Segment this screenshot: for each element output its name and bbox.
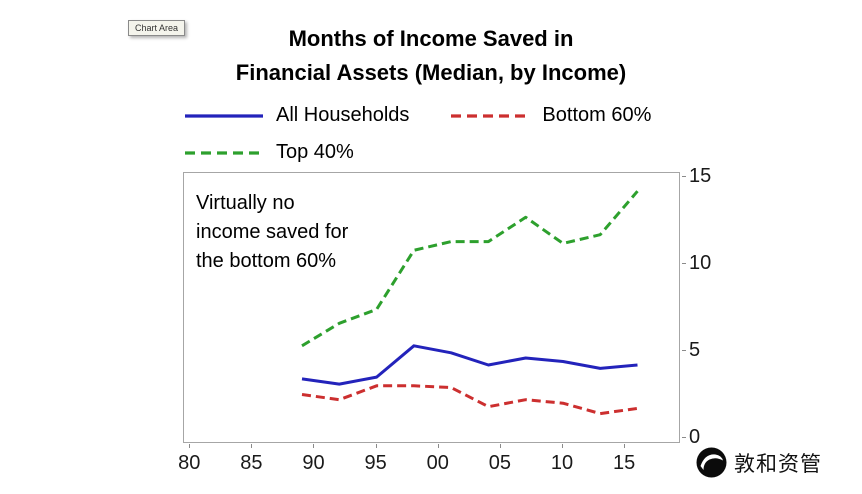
y-tick-mark bbox=[682, 176, 686, 178]
annotation-line3: the bottom 60% bbox=[196, 250, 337, 272]
y-tick-label-10: 10 bbox=[689, 252, 712, 275]
chart-title-line2: Financial Assets (Median, by Income) bbox=[235, 60, 627, 85]
x-tick-mark bbox=[375, 444, 377, 448]
annotation-line1: Virtually no bbox=[196, 192, 295, 214]
y-tick-label-15: 15 bbox=[689, 165, 712, 188]
chart-title-line1: Months of Income Saved in bbox=[288, 26, 574, 51]
series-line-bottom-60 bbox=[301, 384, 638, 416]
x-tick-mark bbox=[251, 444, 253, 448]
chart-area-tooltip[interactable]: Chart Area bbox=[128, 20, 186, 36]
brand-logo: 敦和资管 bbox=[696, 447, 822, 478]
x-tick-mark bbox=[624, 444, 626, 448]
legend-item-top-40: Top 40% bbox=[185, 141, 354, 164]
legend-line-sample-all-households bbox=[185, 113, 263, 118]
x-tick-label-80: 80 bbox=[178, 452, 201, 474]
legend-label-top-40: Top 40% bbox=[276, 141, 354, 163]
x-tick-label-85: 85 bbox=[240, 452, 263, 474]
legend-item-bottom-60: Bottom 60% bbox=[451, 104, 651, 127]
y-tick-mark bbox=[682, 436, 686, 438]
x-tick-mark bbox=[313, 444, 315, 448]
x-tick-label-00: 00 bbox=[426, 452, 449, 474]
y-tick-mark bbox=[682, 350, 686, 352]
chart-legend: All Households Bottom 60% Top 40% bbox=[185, 104, 725, 164]
annotation-line2: income saved for bbox=[196, 221, 349, 243]
series-line-all-households bbox=[301, 344, 638, 386]
data-series-lines bbox=[301, 190, 639, 416]
brand-logo-icon bbox=[696, 447, 727, 478]
x-tick-mark bbox=[561, 444, 563, 448]
legend-line-sample-bottom-60 bbox=[451, 113, 530, 118]
x-tick-label-15: 15 bbox=[612, 452, 636, 474]
legend-label-bottom-60: Bottom 60% bbox=[542, 104, 652, 126]
y-tick-label-5: 5 bbox=[689, 339, 701, 362]
y-tick-mark bbox=[682, 263, 686, 265]
x-tick-mark bbox=[189, 444, 191, 448]
y-tick-label-0: 0 bbox=[689, 425, 701, 448]
x-tick-label-05: 05 bbox=[488, 452, 511, 474]
series-line-top-40 bbox=[301, 190, 639, 348]
legend-label-all-households: All Households bbox=[276, 104, 410, 126]
legend-item-all-households: All Households bbox=[185, 104, 409, 127]
x-tick-mark bbox=[499, 444, 501, 448]
x-tick-label-90: 90 bbox=[302, 452, 325, 474]
x-tick-label-95: 95 bbox=[364, 452, 387, 474]
x-tick-mark bbox=[437, 444, 439, 448]
plot-area[interactable]: Virtually no income saved for the bottom… bbox=[183, 172, 680, 443]
x-tick-label-10: 10 bbox=[550, 452, 574, 474]
brand-logo-text: 敦和资管 bbox=[734, 452, 822, 476]
legend-line-sample-top-40 bbox=[185, 150, 263, 155]
annotation-text: Virtually no income saved for the bottom… bbox=[196, 189, 348, 276]
chart-title: Months of Income Saved in Financial Asse… bbox=[0, 22, 862, 90]
